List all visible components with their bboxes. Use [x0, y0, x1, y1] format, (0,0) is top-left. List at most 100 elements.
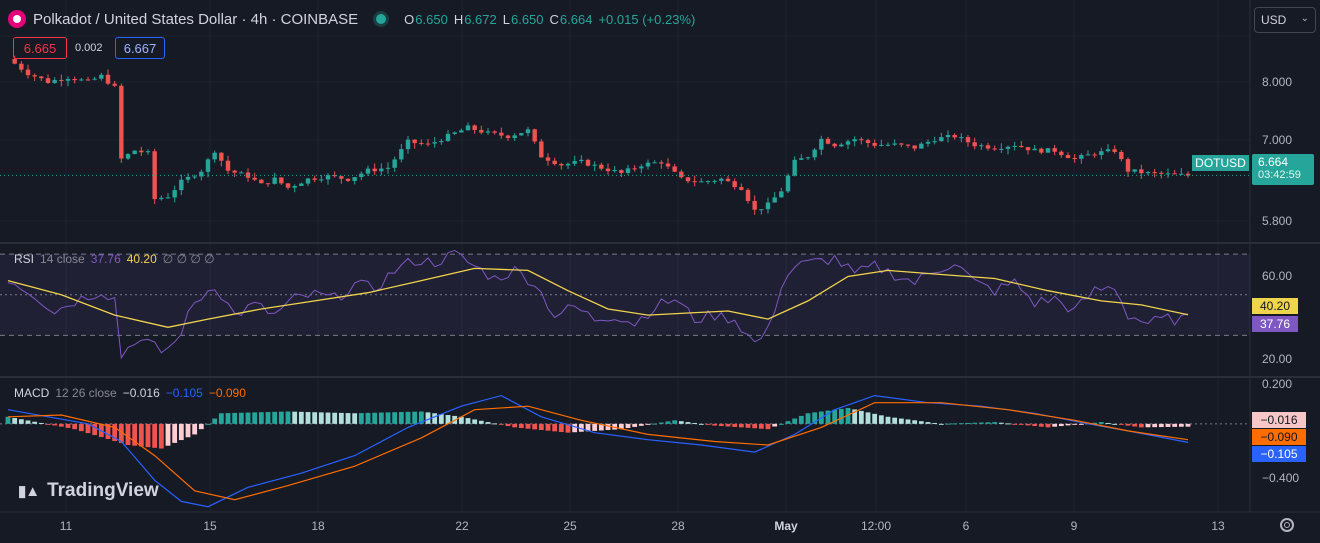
candle-body: [585, 159, 591, 166]
macd-histogram-bar: [92, 423, 98, 436]
candle-body: [685, 177, 691, 182]
macd-histogram-bar: [138, 423, 144, 447]
macd-histogram-bar: [1172, 423, 1178, 427]
sell-price-box[interactable]: 6.665: [13, 37, 67, 59]
macd-histogram-bar: [258, 412, 264, 424]
candle-body: [519, 133, 524, 136]
ohlc-value: 6.664: [559, 11, 593, 27]
candle-body: [279, 177, 284, 184]
macd-histogram-bar: [172, 423, 178, 443]
candle-body: [399, 149, 404, 160]
candle-body: [179, 179, 184, 191]
macd-histogram-bar: [612, 423, 618, 430]
candle-body: [892, 143, 897, 145]
macd-histogram-bar: [732, 423, 738, 427]
macd-histogram-bar: [1125, 423, 1131, 426]
macd-histogram-bar: [918, 421, 924, 424]
macd-histogram-bar: [1045, 423, 1051, 428]
macd-label: MACD: [14, 386, 50, 400]
macd-histogram-bar: [665, 421, 671, 424]
symbol-tag: DOTUSD: [1192, 155, 1249, 171]
macd-histogram-bar: [398, 412, 404, 424]
candle-body: [512, 135, 517, 139]
macd-histogram-bar: [1032, 423, 1038, 427]
macd-histogram-bar: [1098, 422, 1104, 424]
macd-histogram-bar: [738, 423, 744, 428]
candle-body: [19, 63, 24, 70]
market-status-icon: [376, 14, 387, 24]
candle-body: [672, 166, 677, 172]
macd-histogram-bar: [765, 423, 771, 430]
macd-histogram-bar: [425, 412, 431, 424]
macd-histogram-bar: [392, 412, 398, 424]
candle-body: [825, 138, 831, 144]
candle-body: [785, 175, 791, 192]
candle-body: [719, 178, 724, 181]
macd-histogram-bar: [1185, 423, 1191, 427]
ohlc-item: O6.650: [404, 12, 448, 27]
candle-body: [952, 134, 957, 138]
ohlc-value: 6.650: [510, 11, 544, 27]
candle-body: [932, 141, 937, 143]
x-tick-label: 13: [1211, 519, 1225, 533]
x-tick-label: 18: [311, 519, 325, 533]
candle-body: [119, 85, 124, 159]
macd-histogram-bar: [925, 422, 931, 424]
tradingview-logo[interactable]: ▮▲ TradingView: [18, 480, 159, 502]
buy-price-box[interactable]: 6.667: [115, 37, 165, 59]
macd-histogram-bar: [965, 422, 971, 424]
macd-histogram-bar: [278, 411, 284, 424]
candle-body: [552, 160, 557, 165]
ohlc-item: H6.672: [454, 12, 497, 27]
currency-select[interactable]: USD ⌄: [1254, 7, 1316, 33]
macd-histogram-bar: [812, 412, 818, 424]
macd-histogram-bar: [525, 423, 531, 429]
macd-histogram-bar: [472, 419, 478, 424]
macd-histogram-bar: [305, 412, 311, 424]
candle-body: [665, 163, 671, 167]
macd-histogram-bar: [905, 419, 911, 424]
candle-body: [45, 78, 51, 83]
candle-body: [1159, 172, 1164, 174]
rsi-extra: ∅ ∅ ∅ ∅: [162, 252, 215, 266]
macd-histogram-bar: [652, 423, 658, 425]
macd-histogram-bar: [825, 410, 831, 424]
macd-tick-label: 0.200: [1262, 377, 1293, 391]
candle-body: [812, 149, 817, 158]
candle-body: [145, 151, 151, 153]
candle-body: [25, 69, 31, 76]
macd-histogram-bar: [418, 411, 424, 424]
macd-histogram-bar: [592, 423, 598, 431]
macd-histogram-bar: [192, 423, 198, 435]
macd-histogram-bar: [325, 412, 331, 424]
macd-histogram-bar: [718, 423, 724, 427]
candle-body: [692, 181, 697, 183]
ohlc-value: +0.015 (+0.23%): [598, 11, 696, 27]
candle-body: [92, 78, 97, 80]
macd-histogram-bar: [1092, 422, 1098, 424]
macd-histogram-bar: [1012, 423, 1018, 425]
candle-body: [1019, 145, 1024, 148]
macd-histogram-bar: [698, 423, 704, 425]
macd-histogram-bar: [872, 413, 878, 424]
macd-histogram-bar: [145, 423, 151, 448]
candle-body: [612, 170, 617, 172]
candle-body: [1139, 169, 1144, 174]
macd-histogram-bar: [32, 421, 38, 424]
candle-body: [945, 134, 951, 138]
x-tick-label: 28: [671, 519, 685, 533]
macd-histogram-bar: [865, 412, 871, 424]
symbol-title[interactable]: Polkadot / United States Dollar · 4h · C…: [33, 10, 359, 28]
candle-body: [65, 78, 71, 81]
macd-histogram-bar: [545, 423, 551, 431]
x-tick-label: 9: [1070, 519, 1078, 533]
macd-histogram-bar: [385, 412, 391, 424]
settings-icon[interactable]: [1280, 518, 1294, 532]
candle-body: [272, 177, 277, 184]
macd-histogram-bar: [65, 423, 71, 428]
candle-body: [1059, 151, 1064, 156]
macd-histogram-bar: [72, 423, 78, 430]
candle-body: [332, 175, 337, 177]
macd-histogram-bar: [1158, 423, 1164, 428]
